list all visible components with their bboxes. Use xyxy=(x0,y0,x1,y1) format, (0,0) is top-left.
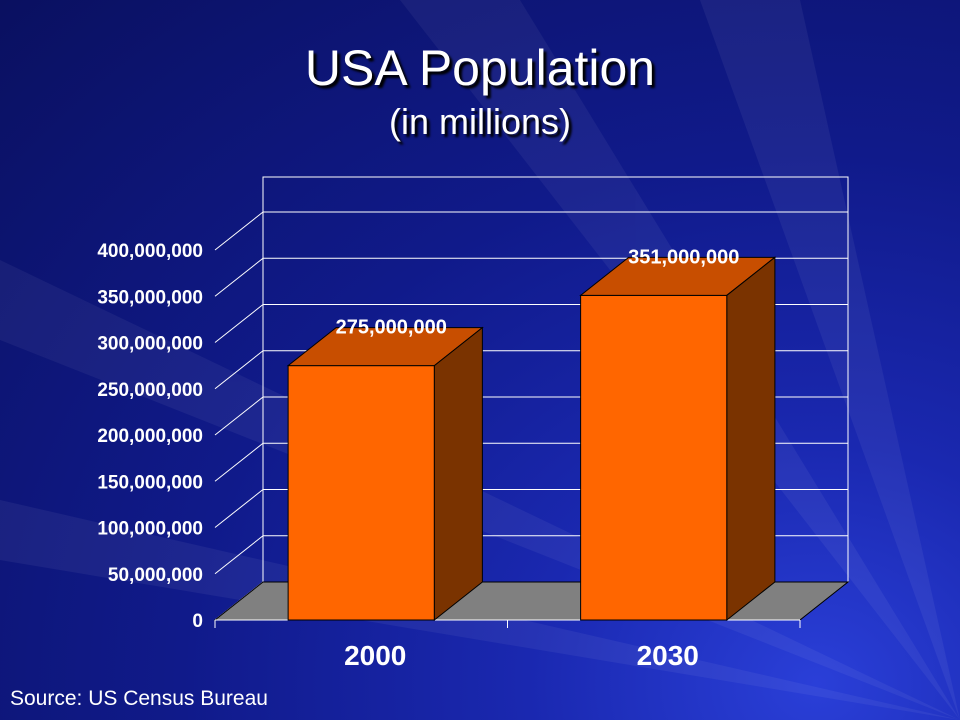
source-note: Source: US Census Bureau xyxy=(10,687,268,710)
y-tick-label: 200,000,000 xyxy=(97,426,203,447)
bars xyxy=(286,256,777,622)
bar-side xyxy=(433,326,483,622)
bar-side xyxy=(726,256,776,622)
data-labels: 275,000,000 351,000,000 xyxy=(336,246,740,338)
gridline-diagonal xyxy=(214,257,264,297)
x-axis-tick-labels: 2000 2030 xyxy=(344,640,699,671)
y-tick-label: 150,000,000 xyxy=(97,472,203,493)
chart-subtitle: (in millions) xyxy=(388,101,572,142)
chart-title: USA Population xyxy=(304,40,656,96)
data-label: 275,000,000 xyxy=(336,317,447,339)
gridline-diagonal xyxy=(214,304,264,343)
y-tick-label: 400,000,000 xyxy=(97,241,203,262)
x-tick-label: 2000 xyxy=(344,640,406,671)
gridline-diagonal xyxy=(214,489,264,528)
x-tick-label: 2030 xyxy=(637,640,699,671)
y-tick-label: 350,000,000 xyxy=(97,287,203,308)
data-label: 351,000,000 xyxy=(628,246,739,268)
y-axis-tick-labels: 0 50,000,000 100,000,000 150,000,000 200,000… xyxy=(97,241,203,632)
y-tick-label: 300,000,000 xyxy=(97,334,203,355)
gridline-diagonal xyxy=(214,442,264,482)
bar-front xyxy=(580,294,728,621)
y-tick-label: 100,000,000 xyxy=(97,519,203,540)
gridline-diagonal xyxy=(214,350,264,390)
y-tick-label: 250,000,000 xyxy=(97,380,203,401)
y-tick-label: 50,000,000 xyxy=(108,565,203,586)
gridline-diagonal xyxy=(214,535,264,575)
bar-front xyxy=(287,365,435,621)
bar xyxy=(579,256,777,622)
bar xyxy=(286,326,484,622)
gridline-diagonal xyxy=(214,396,264,436)
y-tick-label: 0 xyxy=(192,611,203,632)
gridline-diagonal xyxy=(214,211,264,251)
